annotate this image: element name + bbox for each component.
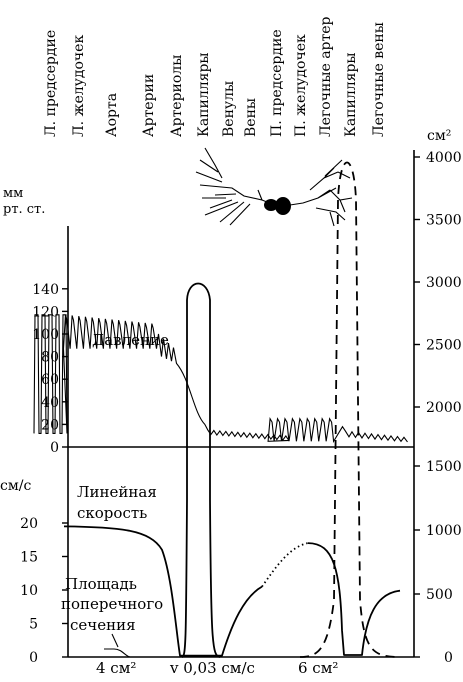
segment-label: Капилляры <box>343 52 359 137</box>
pressure-tick-label: 120 <box>32 304 59 320</box>
vessel-tree <box>195 147 353 227</box>
velocity-curve-dotted <box>261 542 309 588</box>
pressure-tick-label: 20 <box>41 417 59 433</box>
velocity-tick-label: 20 <box>20 516 38 532</box>
pressure-unit-line1: мм <box>3 186 23 201</box>
velocity-tick-label: 10 <box>20 583 38 599</box>
segment-labels: Л. предсердие Л. желудочек Аорта Артерии Арт… <box>43 16 387 137</box>
area-tick-label-bottom: 1500 <box>426 459 462 475</box>
segment-label: Вены <box>243 98 259 137</box>
segment-label: П. предсердие <box>269 29 285 137</box>
area-tick-label-top: 3500 <box>426 213 462 229</box>
area-label-line2: поперечного <box>61 595 163 613</box>
velocity-tick-label: 15 <box>20 550 38 566</box>
area-tick-label-top: 3000 <box>426 275 462 291</box>
velocity-curve-systemic <box>63 525 263 657</box>
velocity-curve-pulmonary <box>307 542 401 656</box>
pressure-label: Давление <box>92 331 169 349</box>
area-label-line1: Площадь <box>65 575 137 593</box>
area-tick-label-top: 2500 <box>426 338 462 354</box>
segment-label: Капилляры <box>196 52 212 137</box>
annotation-veins-area: 6 см² <box>298 659 338 677</box>
axes <box>67 150 415 658</box>
segment-label: Артериолы <box>169 55 185 137</box>
area-tick-label-top: 4000 <box>426 150 462 166</box>
area-tick-label-bottom: 0 <box>444 650 453 666</box>
segment-label: Венулы <box>221 81 237 137</box>
velocity-tick-label: 5 <box>29 617 38 633</box>
pressure-tick-label: 40 <box>41 395 59 411</box>
velocity-label-line1: Линейная <box>77 483 157 501</box>
pressure-tick-label: 60 <box>41 372 59 388</box>
pressure-line <box>33 314 408 444</box>
segment-label: Л. желудочек <box>71 35 87 137</box>
annotation-aorta-area: 4 см² <box>96 659 136 677</box>
pressure-tick-label: 100 <box>32 327 59 343</box>
area-label-pointer <box>111 633 119 648</box>
area-curve-systemic-capillaries <box>181 282 221 658</box>
segment-label: Л. предсердие <box>43 30 59 137</box>
segment-label: Артерии <box>141 74 157 137</box>
area-tick-label-top: 2000 <box>426 400 462 416</box>
segment-label: П. желудочек <box>293 34 309 137</box>
area-curve-pulmonary-capillaries <box>299 161 401 658</box>
area-tick-label-bottom: 1000 <box>426 523 462 539</box>
pressure-tick-label: 0 <box>50 440 59 456</box>
velocity-unit: см/с <box>0 478 31 494</box>
pressure-tick-label: 140 <box>32 282 59 298</box>
segment-label: Аорта <box>104 93 120 137</box>
series-marks <box>33 161 408 658</box>
segment-label: Легочные артер <box>318 16 334 137</box>
annotation-capillary-velocity: v 0,03 см/с <box>169 659 255 677</box>
area-label-line3: сечения <box>70 616 136 634</box>
segment-label: Легочные вены <box>371 22 387 137</box>
area-unit: см² <box>427 128 451 144</box>
velocity-tick-label: 0 <box>29 650 38 666</box>
area-curve-aorta <box>104 648 131 658</box>
pressure-unit-line2: рт. ст. <box>3 202 45 217</box>
velocity-label-line2: скорость <box>77 504 147 522</box>
area-tick-label-bottom: 500 <box>426 587 453 603</box>
pressure-tick-label: 80 <box>41 350 59 366</box>
